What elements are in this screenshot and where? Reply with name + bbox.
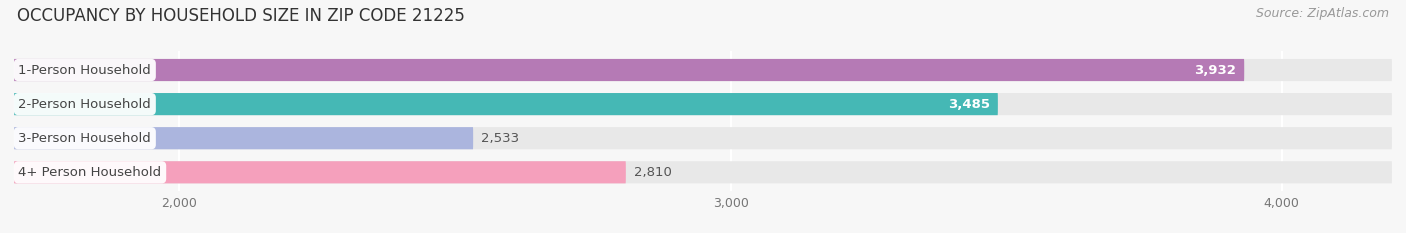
Text: 2,533: 2,533 xyxy=(481,132,520,145)
Text: 2,810: 2,810 xyxy=(634,166,672,179)
FancyBboxPatch shape xyxy=(14,127,474,149)
FancyBboxPatch shape xyxy=(14,93,998,115)
Text: 1-Person Household: 1-Person Household xyxy=(18,64,152,76)
FancyBboxPatch shape xyxy=(14,127,1392,149)
Text: 3,485: 3,485 xyxy=(948,98,990,111)
FancyBboxPatch shape xyxy=(14,161,1392,183)
FancyBboxPatch shape xyxy=(14,59,1244,81)
Text: 4+ Person Household: 4+ Person Household xyxy=(18,166,162,179)
FancyBboxPatch shape xyxy=(14,93,1392,115)
Text: Source: ZipAtlas.com: Source: ZipAtlas.com xyxy=(1256,7,1389,20)
Text: 3,932: 3,932 xyxy=(1194,64,1236,76)
FancyBboxPatch shape xyxy=(14,59,1392,81)
Text: 3-Person Household: 3-Person Household xyxy=(18,132,152,145)
Text: 2-Person Household: 2-Person Household xyxy=(18,98,152,111)
FancyBboxPatch shape xyxy=(14,161,626,183)
Text: OCCUPANCY BY HOUSEHOLD SIZE IN ZIP CODE 21225: OCCUPANCY BY HOUSEHOLD SIZE IN ZIP CODE … xyxy=(17,7,465,25)
